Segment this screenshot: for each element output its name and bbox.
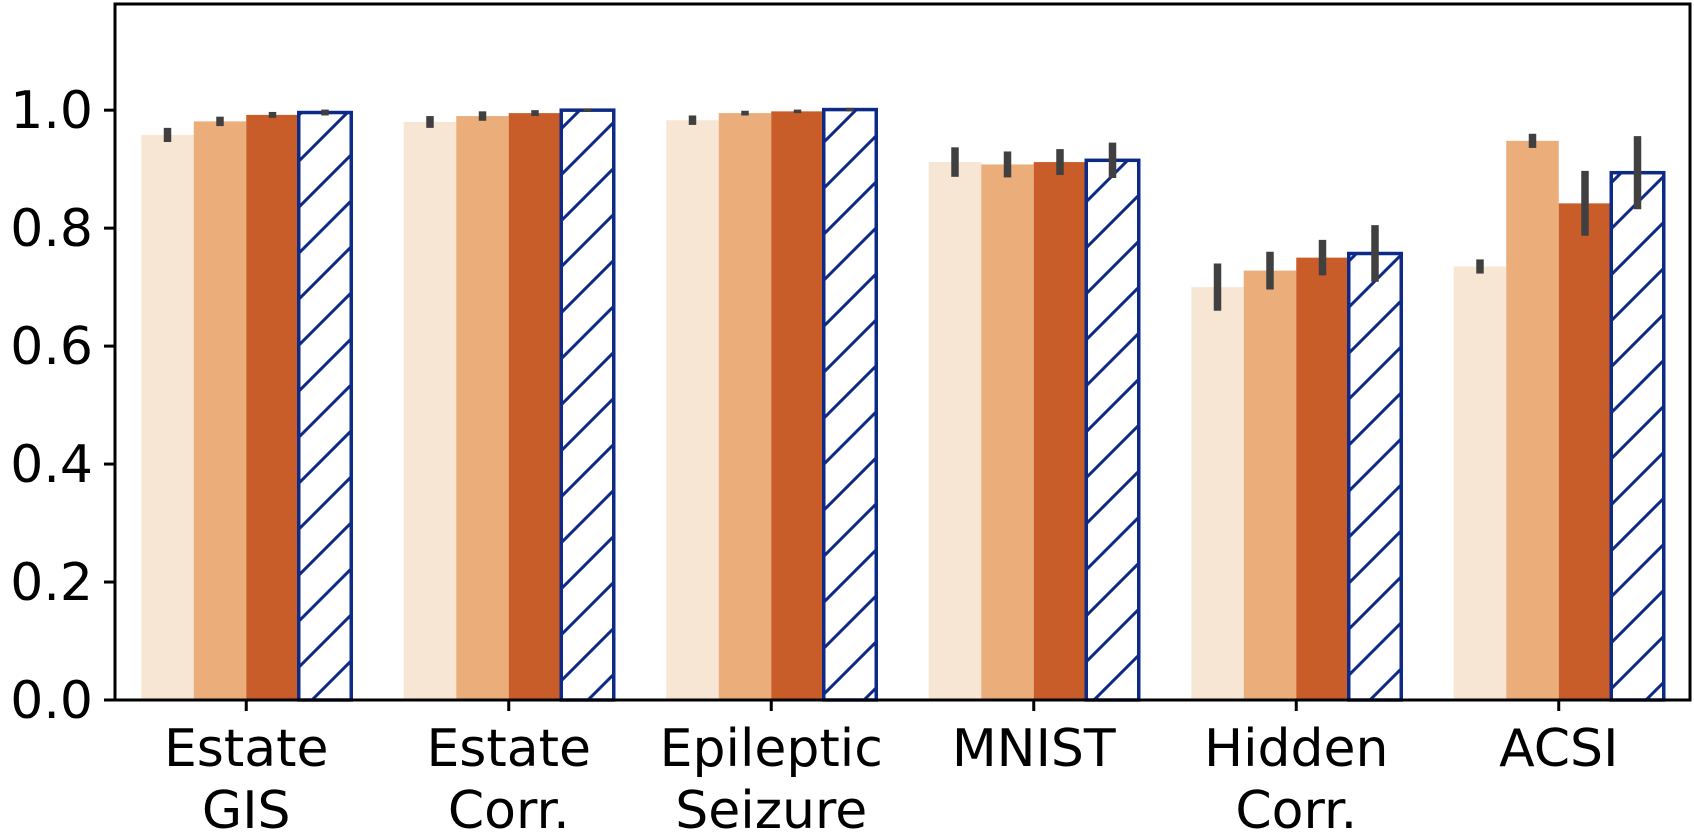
x-tick-label-1: Estate Corr. xyxy=(426,719,591,836)
bar-series-1-4 xyxy=(1191,287,1244,700)
bar-series-4-0 xyxy=(297,110,353,702)
x-tick-label-line-2-1: Seizure xyxy=(675,781,867,836)
y-tick-label-4: 0.8 xyxy=(10,199,93,259)
bar-series-4-5 xyxy=(1609,170,1666,702)
x-tick-label-line-0-0: Estate xyxy=(164,719,329,779)
y-tick-label-5: 1.0 xyxy=(10,81,93,141)
bar-series-2-4 xyxy=(1243,270,1297,700)
bar-series-1-5 xyxy=(1453,266,1507,700)
bar-series-1-0 xyxy=(141,134,194,700)
y-axis: 0.0 0.2 0.4 0.6 0.8 1.0 xyxy=(10,81,115,731)
y-tick-label-3: 0.6 xyxy=(10,317,93,377)
bar-series-4-1 xyxy=(559,108,616,702)
x-tick-label-line-4-1: Corr. xyxy=(1235,781,1357,836)
x-tick-label-4: Hidden Corr. xyxy=(1204,719,1389,836)
bar-series-2-3 xyxy=(981,164,1034,700)
bar-series-4-2 xyxy=(822,107,878,702)
bar-series-2-1 xyxy=(456,116,509,700)
bars-layer xyxy=(141,107,1666,702)
x-tick-label-2: Epileptic Seizure xyxy=(660,719,883,836)
bar-series-4-3 xyxy=(1084,158,1141,702)
y-tick-label-1: 0.2 xyxy=(10,553,93,613)
x-tick-label-line-3-0: MNIST xyxy=(952,719,1116,779)
x-tick-label-3: MNIST xyxy=(952,719,1116,779)
bar-series-3-1 xyxy=(508,113,562,700)
x-tick-label-0: Estate GIS xyxy=(164,719,329,836)
x-tick-label-line-1-0: Estate xyxy=(426,719,591,779)
x-tick-label-line-0-1: GIS xyxy=(202,781,291,836)
bar-series-3-2 xyxy=(771,111,824,701)
bar-series-3-3 xyxy=(1033,162,1087,700)
bar-series-1-2 xyxy=(666,120,719,701)
bar-series-3-4 xyxy=(1296,257,1349,700)
bar-series-3-5 xyxy=(1558,203,1612,700)
x-tick-label-line-4-0: Hidden xyxy=(1204,719,1389,779)
bar-series-1-1 xyxy=(403,121,457,700)
y-tick-label-2: 0.4 xyxy=(10,435,93,495)
error-bars-layer xyxy=(163,107,1642,311)
bar-series-3-0 xyxy=(246,114,299,701)
bar-series-2-0 xyxy=(193,121,247,700)
bar-series-2-2 xyxy=(718,113,772,700)
x-tick-label-line-2-0: Epileptic xyxy=(660,719,883,779)
y-tick-label-0: 0.0 xyxy=(10,671,93,731)
bar-series-4-4 xyxy=(1347,251,1403,702)
x-tick-label-line-5-0: ACSI xyxy=(1499,719,1618,779)
x-tick-label-line-1-1: Corr. xyxy=(448,781,570,836)
x-tick-label-5: ACSI xyxy=(1499,719,1618,779)
plot-frame xyxy=(113,2,1692,702)
bar-series-1-3 xyxy=(928,162,982,700)
bar-series-2-5 xyxy=(1506,140,1559,700)
